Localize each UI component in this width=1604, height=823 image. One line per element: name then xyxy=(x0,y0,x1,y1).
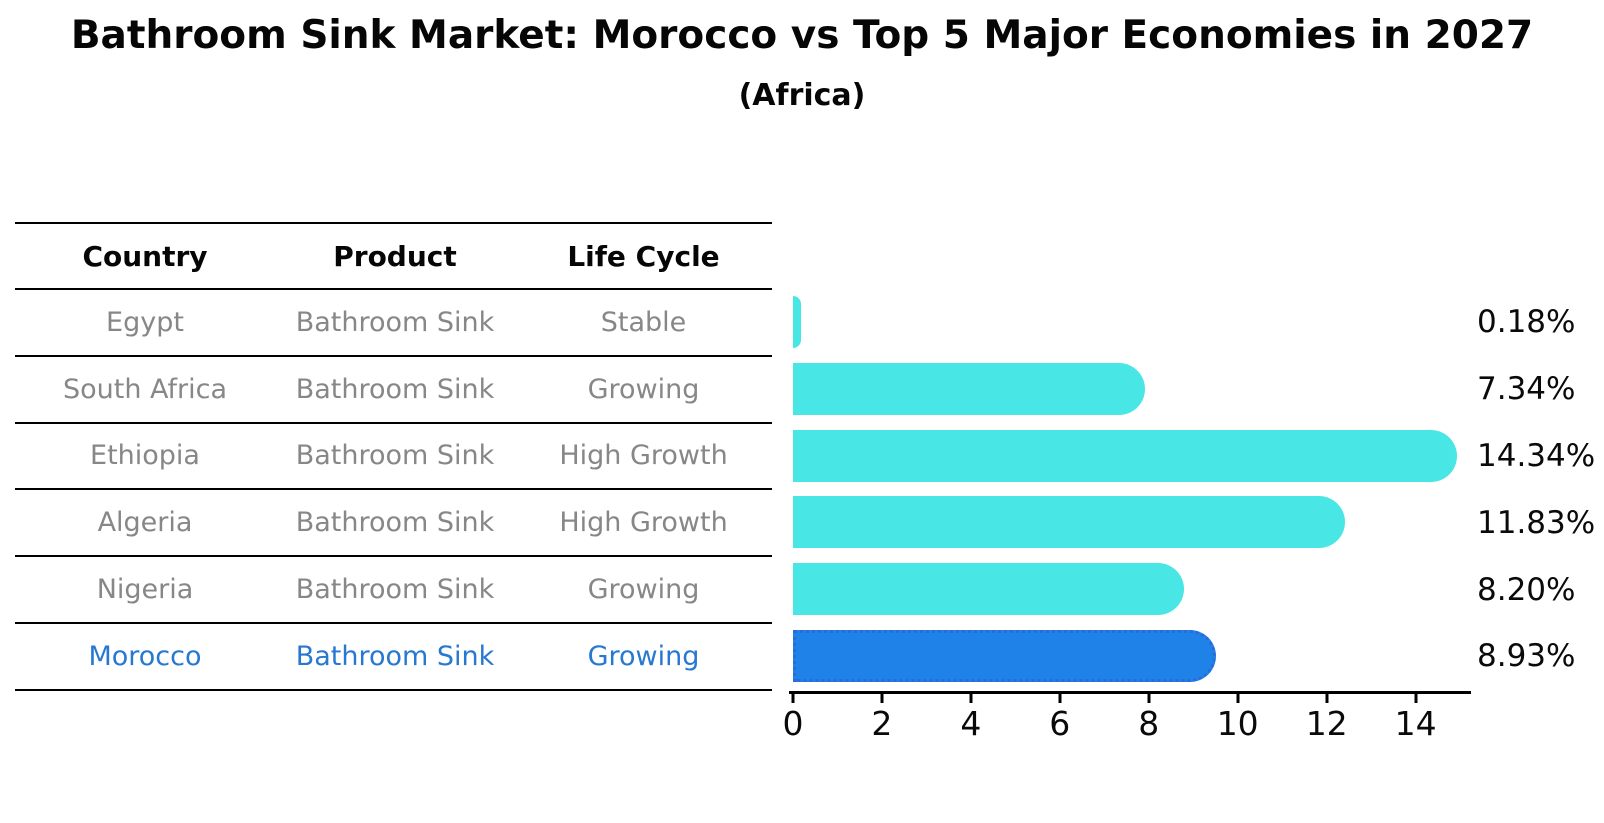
x-axis-tick-label: 6 xyxy=(1049,704,1071,743)
x-axis-tick-label: 14 xyxy=(1394,704,1437,743)
cell-country: Algeria xyxy=(97,507,193,539)
table-row-nigeria: Nigeria Bathroom Sink Growing xyxy=(15,557,772,624)
value-label-egypt: 0.18% xyxy=(1477,304,1576,341)
cell-country: Nigeria xyxy=(96,574,194,606)
x-axis-tick-label: 10 xyxy=(1216,704,1259,743)
bar-plot xyxy=(793,289,1473,690)
bar-row-nigeria xyxy=(793,556,1473,623)
table-row-egypt: Egypt Bathroom Sink Stable xyxy=(15,290,772,357)
value-label-algeria: 11.83% xyxy=(1477,504,1596,541)
x-axis-tick xyxy=(1058,694,1062,703)
table-row-algeria: Algeria Bathroom Sink High Growth xyxy=(15,490,772,558)
x-axis-tick-label: 12 xyxy=(1305,704,1348,743)
cell-product: Bathroom Sink xyxy=(295,507,495,539)
cell-life-cycle: Growing xyxy=(587,574,700,606)
bar-south-africa xyxy=(793,362,1146,415)
table-row-ethiopia: Ethiopia Bathroom Sink High Growth xyxy=(15,424,772,491)
chart-title: Bathroom Sink Market: Morocco vs Top 5 M… xyxy=(70,13,1534,58)
bar-row-south-africa xyxy=(793,356,1473,423)
value-label-ethiopia: 14.34% xyxy=(1477,437,1596,474)
cell-life-cycle: Stable xyxy=(600,306,687,338)
x-axis-tick xyxy=(1147,694,1151,703)
x-axis-tick xyxy=(969,694,973,703)
x-axis-tick-label: 8 xyxy=(1138,704,1160,743)
bar-algeria xyxy=(793,496,1346,549)
header-life-cycle: Life Cycle xyxy=(567,239,720,273)
x-axis-tick-label: 2 xyxy=(871,704,893,743)
header-product: Product xyxy=(333,239,457,273)
cell-product: Bathroom Sink xyxy=(295,640,495,672)
bar-row-egypt xyxy=(793,289,1473,356)
x-axis-tick xyxy=(1414,694,1418,703)
bar-ethiopia xyxy=(793,429,1457,482)
cell-life-cycle: Growing xyxy=(587,373,700,405)
cell-product: Bathroom Sink xyxy=(295,440,495,472)
cell-product: Bathroom Sink xyxy=(295,306,495,338)
bar-morocco xyxy=(793,629,1217,682)
bar-egypt xyxy=(793,296,801,348)
x-axis-tick xyxy=(791,694,795,703)
x-axis: 0 2 4 6 8 10 12 14 xyxy=(783,691,1473,751)
cell-life-cycle: High Growth xyxy=(559,440,728,472)
country-table: Country Product Life Cycle Egypt Bathroo… xyxy=(15,222,772,691)
cell-country: Ethiopia xyxy=(90,440,200,472)
table-row-morocco: Morocco Bathroom Sink Growing xyxy=(15,624,772,691)
chart-subtitle: (Africa) xyxy=(738,78,866,113)
x-axis-tick-label: 4 xyxy=(960,704,982,743)
x-axis-line xyxy=(789,691,1471,694)
cell-product: Bathroom Sink xyxy=(295,373,495,405)
x-axis-tick xyxy=(1236,694,1240,703)
cell-life-cycle: High Growth xyxy=(559,507,728,539)
x-axis-tick xyxy=(880,694,884,703)
x-axis-tick xyxy=(1325,694,1329,703)
cell-life-cycle: Growing xyxy=(587,640,700,672)
bar-row-algeria xyxy=(793,489,1473,556)
value-label-morocco: 8.93% xyxy=(1477,638,1576,675)
bar-row-ethiopia xyxy=(793,423,1473,490)
cell-country: Morocco xyxy=(88,640,202,672)
value-label-south-africa: 7.34% xyxy=(1477,371,1576,408)
cell-product: Bathroom Sink xyxy=(295,574,495,606)
x-axis-tick-label: 0 xyxy=(782,704,804,743)
table-row-south-africa: South Africa Bathroom Sink Growing xyxy=(15,357,772,424)
cell-country: Egypt xyxy=(106,306,184,338)
header-country: Country xyxy=(82,239,208,273)
value-labels: 0.18% 7.34% 14.34% 11.83% 8.20% 8.93% xyxy=(1477,289,1602,690)
table-header-row: Country Product Life Cycle xyxy=(15,224,772,290)
bar-nigeria xyxy=(793,563,1184,616)
bar-row-morocco xyxy=(793,623,1473,690)
value-label-nigeria: 8.20% xyxy=(1477,571,1576,608)
cell-country: South Africa xyxy=(62,373,228,405)
